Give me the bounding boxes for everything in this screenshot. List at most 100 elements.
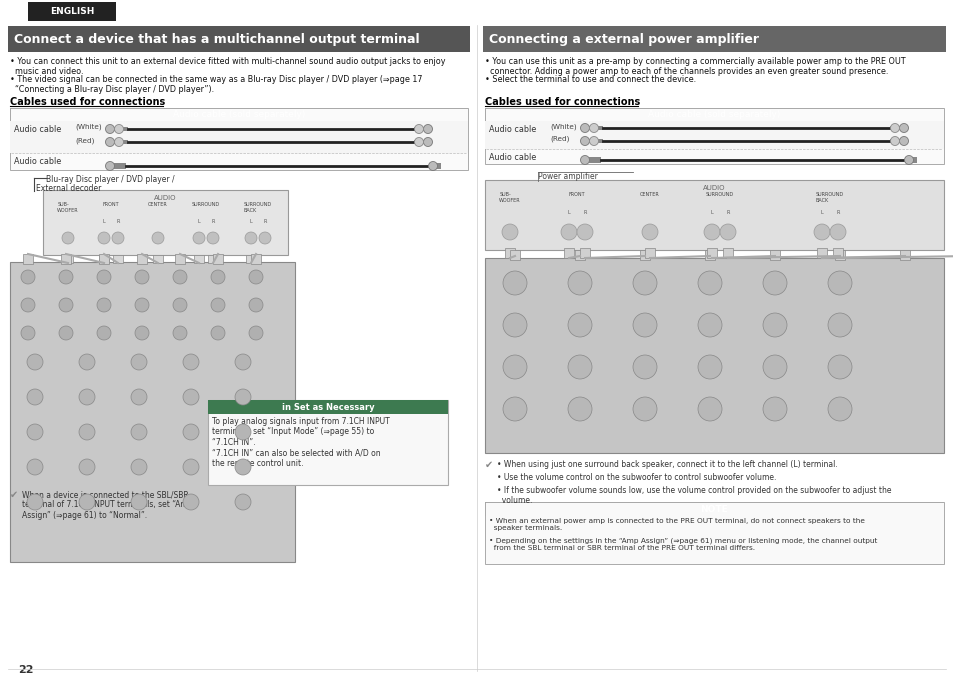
Text: R: R <box>116 219 119 224</box>
Text: FRONT: FRONT <box>103 202 119 207</box>
Text: ENGLISH: ENGLISH <box>50 7 94 16</box>
Bar <box>251 254 261 264</box>
Circle shape <box>579 136 589 146</box>
Bar <box>10 121 468 153</box>
Circle shape <box>502 271 526 295</box>
Bar <box>208 255 218 263</box>
Bar <box>704 250 714 260</box>
Bar <box>889 139 903 143</box>
Text: L: L <box>710 210 713 215</box>
Text: • You can connect this unit to an external device fitted with multi-channel soun: • You can connect this unit to an extern… <box>10 57 445 76</box>
Circle shape <box>79 424 95 440</box>
Bar <box>208 400 448 414</box>
Circle shape <box>172 298 187 312</box>
Circle shape <box>698 271 721 295</box>
Circle shape <box>560 224 577 240</box>
Text: ✔: ✔ <box>10 490 18 500</box>
Circle shape <box>112 232 124 244</box>
Circle shape <box>889 136 899 146</box>
Circle shape <box>234 459 251 475</box>
Circle shape <box>567 271 592 295</box>
Bar <box>484 502 943 564</box>
Circle shape <box>698 313 721 337</box>
Bar <box>575 250 584 260</box>
Bar <box>113 163 126 169</box>
Circle shape <box>106 161 114 170</box>
Text: ✔: ✔ <box>484 460 493 470</box>
Circle shape <box>703 224 720 240</box>
Circle shape <box>114 125 123 133</box>
Circle shape <box>633 355 657 379</box>
Circle shape <box>183 424 199 440</box>
Circle shape <box>211 298 225 312</box>
Circle shape <box>106 125 114 133</box>
Bar <box>113 140 128 144</box>
Bar <box>28 2 116 21</box>
Circle shape <box>698 355 721 379</box>
Bar <box>208 400 448 485</box>
Circle shape <box>234 354 251 370</box>
Circle shape <box>502 313 526 337</box>
Circle shape <box>720 224 735 240</box>
Circle shape <box>79 354 95 370</box>
Bar <box>889 126 903 130</box>
Circle shape <box>207 232 219 244</box>
Bar <box>832 248 842 258</box>
Bar <box>414 127 428 131</box>
Circle shape <box>79 389 95 405</box>
Circle shape <box>428 161 437 170</box>
Circle shape <box>567 397 592 421</box>
Bar <box>10 262 294 562</box>
Circle shape <box>762 271 786 295</box>
Text: R: R <box>725 210 729 215</box>
Text: (White): (White) <box>550 124 576 131</box>
Bar <box>639 250 649 260</box>
Circle shape <box>414 125 423 133</box>
Text: CENTER: CENTER <box>639 192 659 197</box>
Text: Audio cable (sold separately): Audio cable (sold separately) <box>648 110 780 119</box>
Text: • When using just one surround back speaker, connect it to the left channel (L) : • When using just one surround back spea… <box>497 460 837 469</box>
Text: Cables used for connections: Cables used for connections <box>10 97 165 107</box>
Text: in Set as Necessary: in Set as Necessary <box>281 402 374 411</box>
Bar <box>706 248 717 258</box>
Circle shape <box>135 298 149 312</box>
Circle shape <box>211 326 225 340</box>
Text: Blu-ray Disc player / DVD player /: Blu-ray Disc player / DVD player / <box>46 175 174 184</box>
Text: Audio cable (sold separately): Audio cable (sold separately) <box>172 110 305 119</box>
Text: AUDIO: AUDIO <box>702 185 725 191</box>
Circle shape <box>79 494 95 510</box>
Circle shape <box>114 138 123 146</box>
Text: • If the subwoofer volume sounds low, use the volume control provided on the sub: • If the subwoofer volume sounds low, us… <box>497 486 890 505</box>
Bar <box>510 250 519 260</box>
Circle shape <box>827 313 851 337</box>
Circle shape <box>27 459 43 475</box>
Bar <box>588 139 602 143</box>
Text: • You can use this unit as a pre-amp by connecting a commercially available powe: • You can use this unit as a pre-amp by … <box>484 57 904 76</box>
Text: SURROUND
BACK: SURROUND BACK <box>815 192 843 203</box>
Bar <box>99 254 109 264</box>
Bar <box>769 250 780 260</box>
Text: L: L <box>250 219 253 224</box>
Circle shape <box>27 424 43 440</box>
Circle shape <box>106 138 114 146</box>
Circle shape <box>579 155 589 165</box>
Circle shape <box>21 298 35 312</box>
Text: Connecting a external power amplifier: Connecting a external power amplifier <box>489 33 759 46</box>
Circle shape <box>97 326 111 340</box>
Circle shape <box>698 397 721 421</box>
Circle shape <box>903 155 913 165</box>
Circle shape <box>183 459 199 475</box>
Circle shape <box>813 224 829 240</box>
Circle shape <box>579 123 589 133</box>
Circle shape <box>502 397 526 421</box>
Bar <box>414 140 428 144</box>
Bar <box>61 254 71 264</box>
Text: Audio cable: Audio cable <box>14 125 61 134</box>
Text: Power amplifier: Power amplifier <box>537 172 598 181</box>
Circle shape <box>589 136 598 146</box>
Circle shape <box>27 389 43 405</box>
Circle shape <box>59 326 73 340</box>
Text: L: L <box>820 210 822 215</box>
Bar <box>10 108 468 170</box>
Text: SUB-
WOOFER: SUB- WOOFER <box>498 192 520 203</box>
